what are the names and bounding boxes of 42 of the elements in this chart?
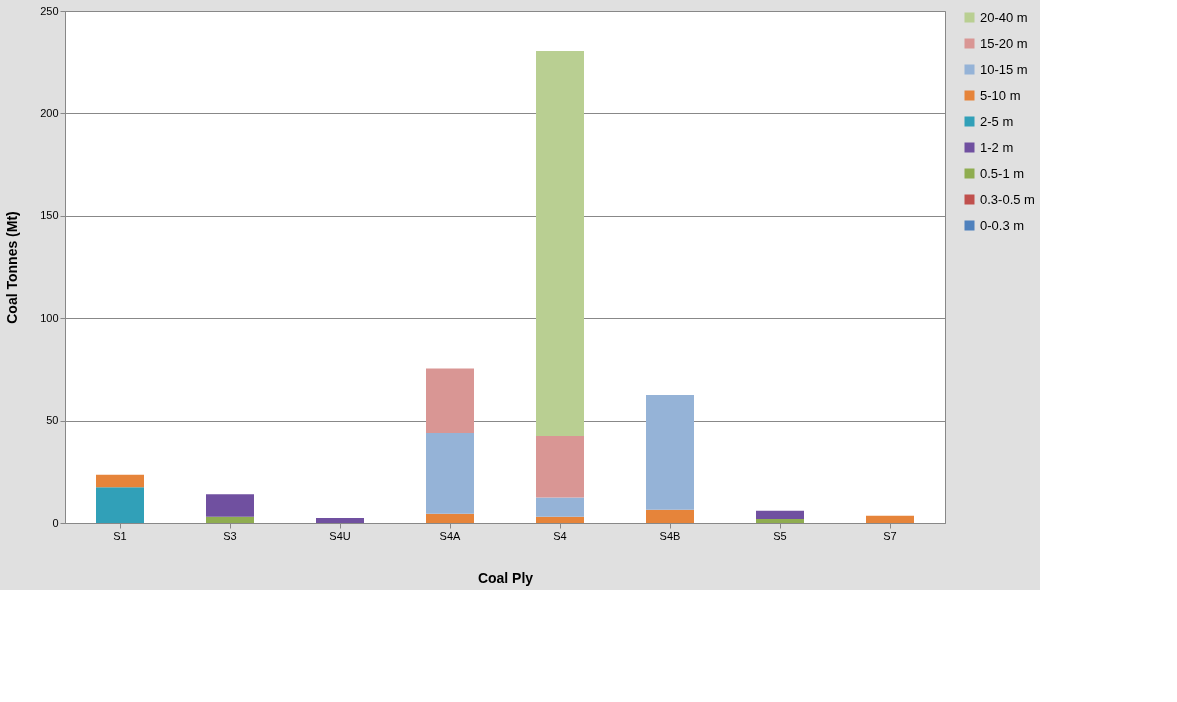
bar xyxy=(646,395,694,510)
bar xyxy=(646,509,694,523)
bar xyxy=(96,474,144,488)
legend-label: 0.5-1 m xyxy=(980,165,1025,181)
bar xyxy=(426,368,474,433)
y-tick-label: 150 xyxy=(40,209,59,222)
bar xyxy=(536,435,584,498)
legend-label: 20-40 m xyxy=(980,9,1028,25)
legend-label: 1-2 m xyxy=(980,139,1014,155)
x-axis-title: Coal Ply xyxy=(477,569,534,586)
bar xyxy=(96,487,144,523)
bar xyxy=(536,497,584,517)
bar xyxy=(426,513,474,523)
bar xyxy=(536,50,584,436)
bar xyxy=(316,517,364,523)
legend-label: 5-10 m xyxy=(980,87,1021,103)
y-tick-label: 200 xyxy=(40,106,59,119)
y-tick-label: 100 xyxy=(40,311,59,324)
legend-label: 2-5 m xyxy=(980,113,1014,129)
y-tick-label: 50 xyxy=(46,414,59,427)
bar xyxy=(426,432,474,514)
legend-label: 10-15 m xyxy=(980,61,1028,77)
bar xyxy=(206,494,254,517)
legend-label: 0.3-0.5 m xyxy=(980,191,1035,207)
x-tick-label: S4U xyxy=(329,529,351,542)
bar xyxy=(756,510,804,519)
x-tick-label: S3 xyxy=(223,529,237,542)
x-tick-label: S5 xyxy=(773,529,787,542)
bar xyxy=(206,516,254,523)
x-tick-label: S4 xyxy=(553,529,567,542)
x-tick-label: S4B xyxy=(659,529,681,542)
y-axis-title: Coal Tonnes (Mt) xyxy=(4,211,21,324)
bar xyxy=(756,518,804,523)
legend-label: 0-0.3 m xyxy=(980,217,1025,233)
y-tick-label: 0 xyxy=(52,516,59,529)
bar xyxy=(536,516,584,523)
x-tick-label: S4A xyxy=(439,529,462,542)
bar xyxy=(866,515,914,523)
x-tick-label: S7 xyxy=(883,529,897,542)
legend-label: 15-20 m xyxy=(980,35,1028,51)
x-tick-label: S1 xyxy=(113,529,127,542)
y-tick-label: 250 xyxy=(40,4,59,17)
